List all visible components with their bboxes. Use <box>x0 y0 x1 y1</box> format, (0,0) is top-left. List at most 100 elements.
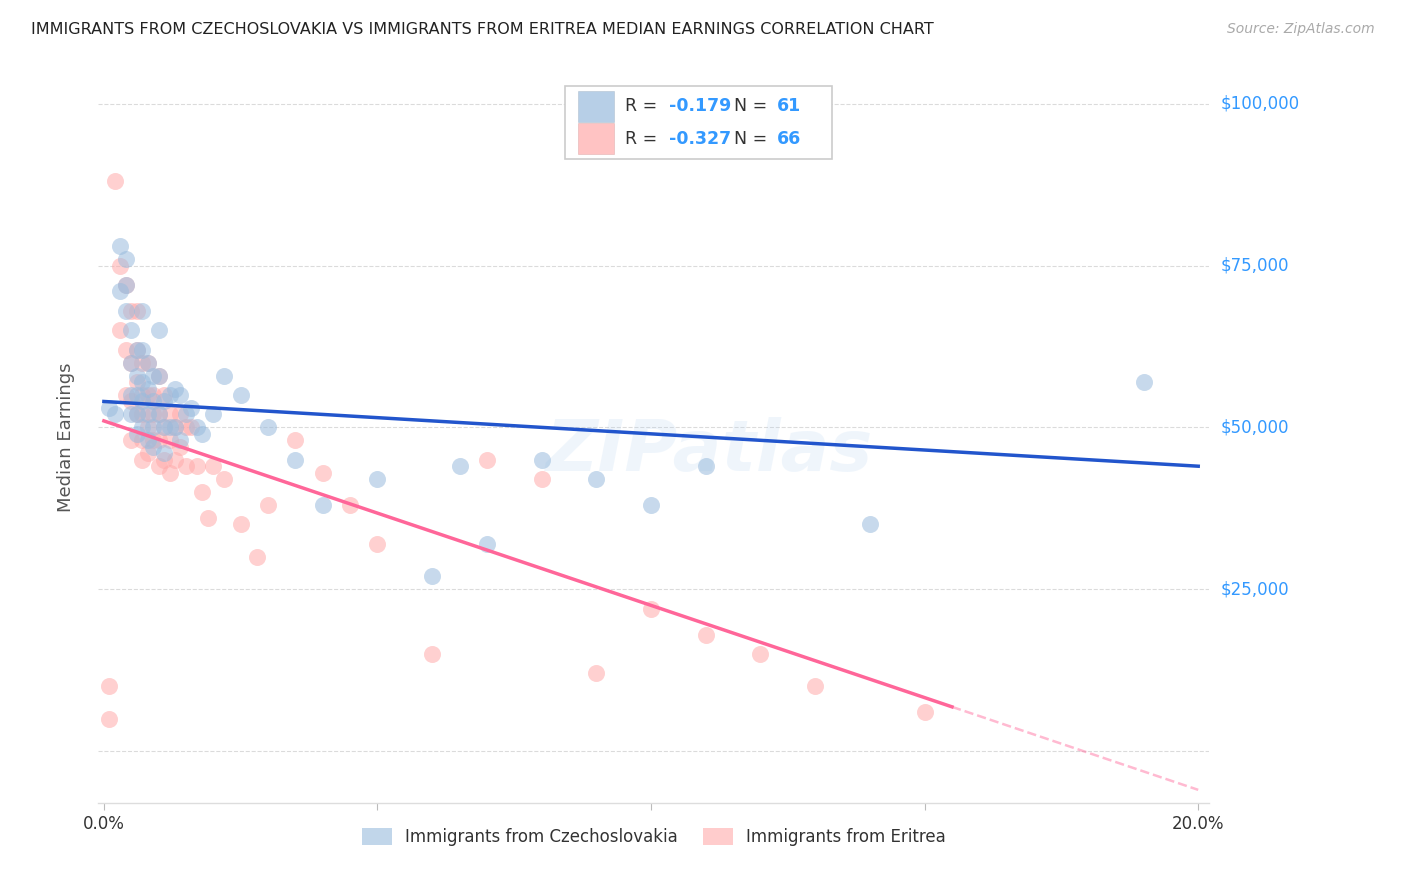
Point <box>420 647 443 661</box>
Point <box>191 426 214 441</box>
Point <box>202 459 225 474</box>
Point <box>104 408 127 422</box>
Text: $25,000: $25,000 <box>1220 580 1289 599</box>
Y-axis label: Median Earnings: Median Earnings <box>56 362 75 512</box>
Point <box>159 408 181 422</box>
Point <box>197 511 219 525</box>
Point <box>136 356 159 370</box>
Point <box>131 375 153 389</box>
Point <box>312 466 335 480</box>
Point <box>475 452 498 467</box>
Point <box>142 388 165 402</box>
Point <box>153 388 176 402</box>
Point <box>142 440 165 454</box>
Point <box>114 277 136 292</box>
Point <box>136 382 159 396</box>
Text: N =: N = <box>723 129 772 148</box>
Point <box>125 388 148 402</box>
Point <box>159 420 181 434</box>
Text: 61: 61 <box>778 97 801 115</box>
Point <box>169 440 191 454</box>
Point <box>153 394 176 409</box>
Legend: Immigrants from Czechoslovakia, Immigrants from Eritrea: Immigrants from Czechoslovakia, Immigran… <box>356 822 952 853</box>
Point <box>104 174 127 188</box>
Point <box>131 388 153 402</box>
Point <box>131 452 153 467</box>
Point <box>131 408 153 422</box>
Point <box>148 434 170 448</box>
Point <box>169 434 191 448</box>
Text: R =: R = <box>624 129 662 148</box>
Point <box>339 498 361 512</box>
Point <box>142 408 165 422</box>
Point <box>214 472 236 486</box>
Point <box>169 408 191 422</box>
Point <box>98 401 121 415</box>
Point <box>449 459 471 474</box>
Point <box>366 472 388 486</box>
Point <box>695 459 717 474</box>
Point <box>530 452 553 467</box>
Point <box>159 388 181 402</box>
Point <box>98 712 121 726</box>
Point <box>420 569 443 583</box>
Point <box>257 420 280 434</box>
Point <box>640 498 662 512</box>
Point <box>640 601 662 615</box>
Point <box>114 388 136 402</box>
Point <box>859 517 882 532</box>
Point <box>142 368 165 383</box>
Point <box>585 666 607 681</box>
Point <box>585 472 607 486</box>
Point <box>180 401 202 415</box>
Point <box>214 368 236 383</box>
Point <box>284 434 307 448</box>
Point <box>136 408 159 422</box>
Point <box>114 303 136 318</box>
FancyBboxPatch shape <box>565 86 831 159</box>
Point <box>475 537 498 551</box>
Point <box>174 459 197 474</box>
Point <box>120 356 142 370</box>
FancyBboxPatch shape <box>578 123 614 154</box>
Point <box>163 420 186 434</box>
Point <box>120 434 142 448</box>
FancyBboxPatch shape <box>578 91 614 122</box>
Point <box>186 420 208 434</box>
Point <box>125 368 148 383</box>
Point <box>159 466 181 480</box>
Point <box>125 408 148 422</box>
Text: Source: ZipAtlas.com: Source: ZipAtlas.com <box>1227 22 1375 37</box>
Point <box>125 343 148 357</box>
Point <box>142 420 165 434</box>
Point <box>136 434 159 448</box>
Point <box>120 394 142 409</box>
Point <box>110 323 132 337</box>
Point <box>142 394 165 409</box>
Point <box>120 303 142 318</box>
Point <box>131 356 153 370</box>
Point <box>153 420 176 434</box>
Point <box>136 420 159 434</box>
Point <box>284 452 307 467</box>
Point <box>169 388 191 402</box>
Text: 66: 66 <box>778 129 801 148</box>
Point <box>110 259 132 273</box>
Point <box>148 323 170 337</box>
Point <box>186 459 208 474</box>
Text: $75,000: $75,000 <box>1220 257 1289 275</box>
Point <box>749 647 772 661</box>
Point <box>914 705 936 719</box>
Point <box>229 517 252 532</box>
Point <box>125 426 148 441</box>
Point <box>174 420 197 434</box>
Point <box>148 368 170 383</box>
Point <box>312 498 335 512</box>
Point <box>131 303 153 318</box>
Point <box>98 679 121 693</box>
Point <box>125 343 148 357</box>
Point <box>148 408 170 422</box>
Point <box>120 388 142 402</box>
Text: IMMIGRANTS FROM CZECHOSLOVAKIA VS IMMIGRANTS FROM ERITREA MEDIAN EARNINGS CORREL: IMMIGRANTS FROM CZECHOSLOVAKIA VS IMMIGR… <box>31 22 934 37</box>
Point <box>136 356 159 370</box>
